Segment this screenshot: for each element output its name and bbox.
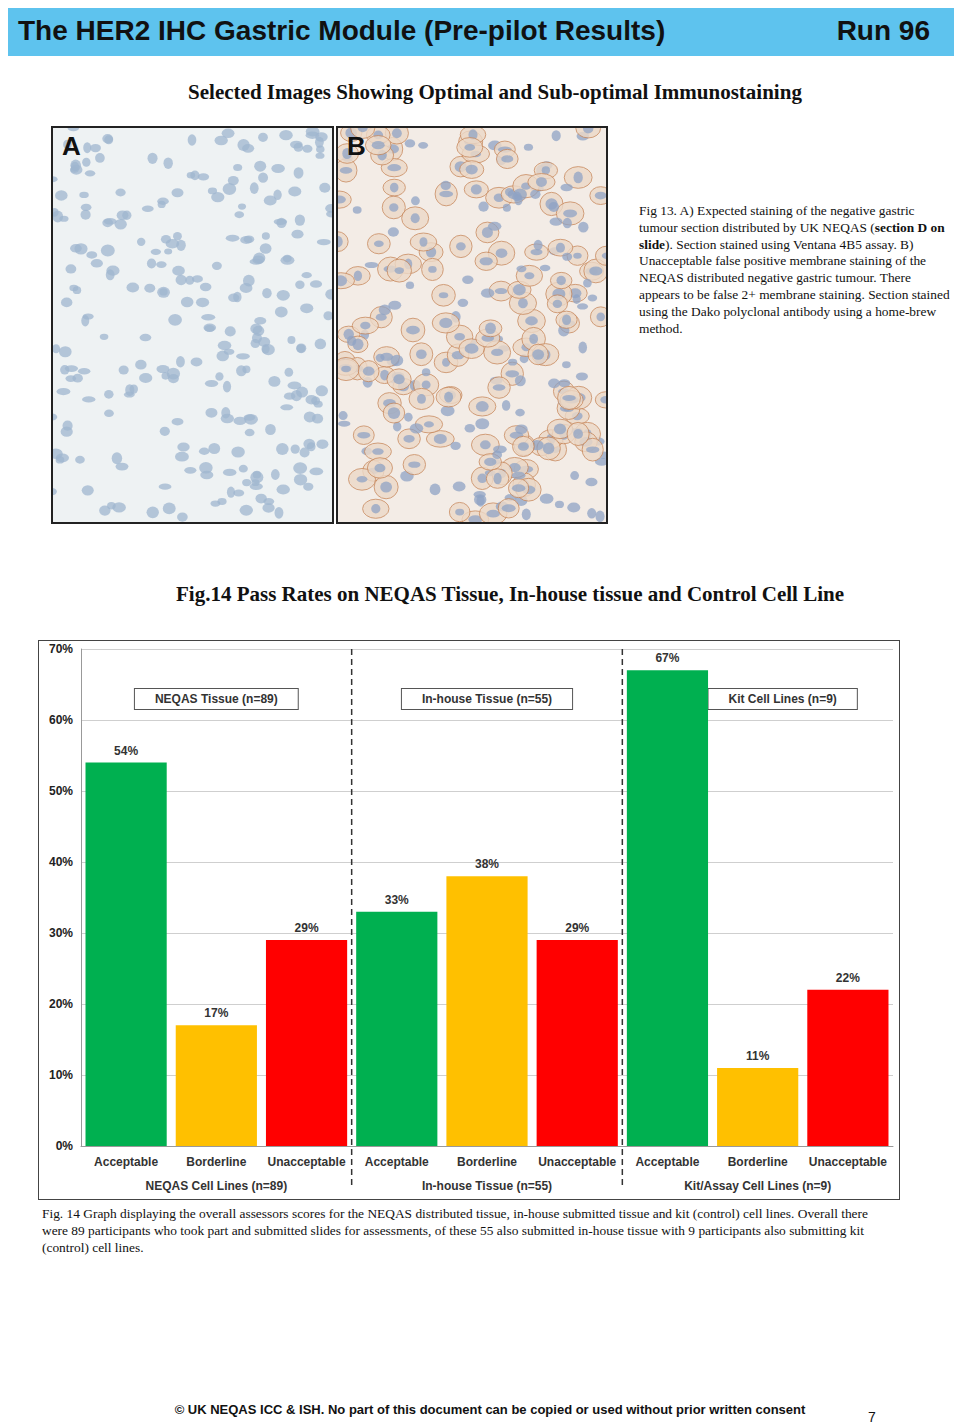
- html-text:Fig.14 Pass Rates on NEQAS Tis: Fig.14 Pass Rates on NEQAS Tissue, In-ho…: [176, 582, 844, 606]
- svg-text:38%: 38%: [475, 857, 499, 871]
- html-text:Fig. 14 Graph displaying the o: Fig. 14 Graph displaying the overall ass…: [42, 1206, 868, 1255]
- html-text:Run 96: Run 96: [836, 15, 930, 46]
- svg-text:NEQAS Cell Lines (n=89): NEQAS Cell Lines (n=89): [145, 1179, 287, 1193]
- svg-text:A: A: [62, 131, 81, 161]
- svg-text:Borderline: Borderline: [186, 1155, 246, 1169]
- svg-text:In-house Tissue (n=55): In-house Tissue (n=55): [422, 692, 552, 706]
- svg-text:30%: 30%: [49, 926, 73, 940]
- svg-text:11%: 11%: [746, 1049, 770, 1063]
- svg-text:50%: 50%: [49, 784, 73, 798]
- svg-text:Acceptable: Acceptable: [365, 1155, 429, 1169]
- svg-text:10%: 10%: [49, 1068, 73, 1082]
- svg-text:70%: 70%: [49, 642, 73, 656]
- svg-text:Unacceptable: Unacceptable: [268, 1155, 346, 1169]
- svg-text:60%: 60%: [49, 713, 73, 727]
- svg-text:17%: 17%: [204, 1006, 228, 1020]
- svg-text:Borderline: Borderline: [457, 1155, 517, 1169]
- html-text:© UK NEQAS ICC & ISH. No part: © UK NEQAS ICC & ISH. No part of this do…: [174, 1402, 806, 1417]
- html-text:The HER2 IHC Gastric Module (P: The HER2 IHC Gastric Module (Pre-pilot R…: [18, 15, 666, 46]
- svg-text:In-house Tissue (n=55): In-house Tissue (n=55): [422, 1179, 552, 1193]
- svg-text:20%: 20%: [49, 997, 73, 1011]
- svg-text:40%: 40%: [49, 855, 73, 869]
- svg-text:29%: 29%: [565, 921, 589, 935]
- svg-text:Unacceptable: Unacceptable: [538, 1155, 616, 1169]
- svg-text:22%: 22%: [836, 971, 860, 985]
- svg-text:Acceptable: Acceptable: [635, 1155, 699, 1169]
- svg-text:Borderline: Borderline: [728, 1155, 788, 1169]
- svg-text:B: B: [347, 131, 366, 161]
- html-text:7: 7: [868, 1409, 876, 1425]
- html-text:Selected Images Showing Optima: Selected Images Showing Optimal and Sub-…: [188, 80, 802, 104]
- svg-text:Unacceptable: Unacceptable: [809, 1155, 887, 1169]
- svg-text:0%: 0%: [56, 1139, 74, 1153]
- svg-text:Kit Cell Lines (n=9): Kit Cell Lines (n=9): [728, 692, 836, 706]
- svg-text:54%: 54%: [114, 744, 138, 758]
- svg-text:33%: 33%: [385, 893, 409, 907]
- html-text:Fig 13. A) Expected staining o: Fig 13. A) Expected staining of the nega…: [639, 203, 950, 336]
- svg-text:NEQAS Tissue (n=89): NEQAS Tissue (n=89): [155, 692, 278, 706]
- svg-text:Acceptable: Acceptable: [94, 1155, 158, 1169]
- svg-text:29%: 29%: [295, 921, 319, 935]
- svg-text:Kit/Assay Cell Lines (n=9): Kit/Assay Cell Lines (n=9): [684, 1179, 831, 1193]
- svg-text:67%: 67%: [655, 651, 679, 665]
